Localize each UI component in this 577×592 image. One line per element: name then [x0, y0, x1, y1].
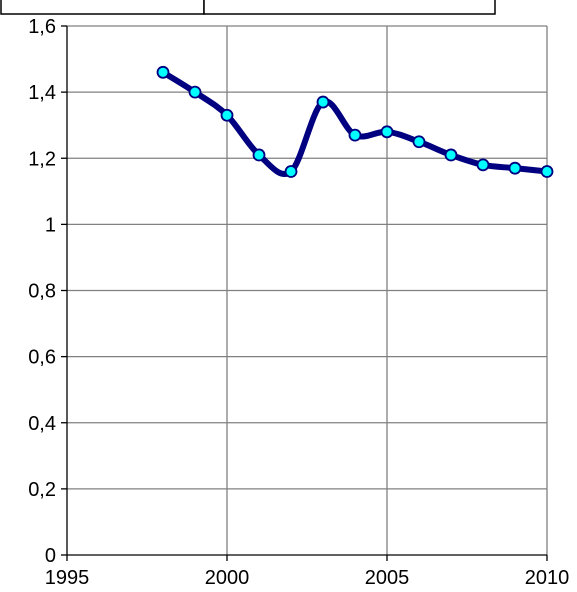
- data-point: [252, 148, 266, 162]
- x-tick-label: 1995: [45, 567, 90, 589]
- legend-cell-right: [203, 0, 496, 15]
- y-tick-label: 1,4: [28, 82, 56, 104]
- x-tick-label: 2010: [525, 567, 570, 589]
- x-tick-label: 2005: [365, 567, 410, 589]
- y-axis-ticks: 0 0,2 0,4 0,6 0,8 1 1,2 1,4 1,6: [28, 16, 67, 567]
- data-point: [188, 85, 202, 99]
- y-tick-label: 1,2: [28, 148, 56, 170]
- data-point: [284, 165, 298, 178]
- data-point: [316, 95, 330, 109]
- data-point: [220, 108, 234, 122]
- chart-grid: [67, 25, 548, 555]
- data-point: [156, 65, 170, 79]
- x-tick-label: 2000: [205, 567, 250, 589]
- y-tick-label: 0,6: [28, 347, 56, 369]
- data-point: [508, 161, 522, 175]
- legend-cell-left: [0, 0, 205, 15]
- y-tick-label: 0,4: [28, 413, 56, 435]
- data-point: [412, 135, 426, 149]
- legend-box: [0, 0, 496, 15]
- x-axis-ticks: 1995 2000 2005 2010: [45, 555, 570, 589]
- data-point: [476, 158, 490, 172]
- y-tick-label: 0,2: [28, 479, 56, 501]
- data-point: [380, 125, 394, 139]
- y-tick-label: 1: [45, 214, 56, 236]
- y-tick-label: 0: [45, 545, 56, 567]
- chart-series: [156, 65, 554, 178]
- y-tick-label: 0,8: [28, 281, 56, 303]
- data-point: [540, 165, 554, 178]
- y-tick-label: 1,6: [28, 16, 56, 38]
- data-point: [444, 148, 458, 162]
- data-point: [348, 128, 362, 142]
